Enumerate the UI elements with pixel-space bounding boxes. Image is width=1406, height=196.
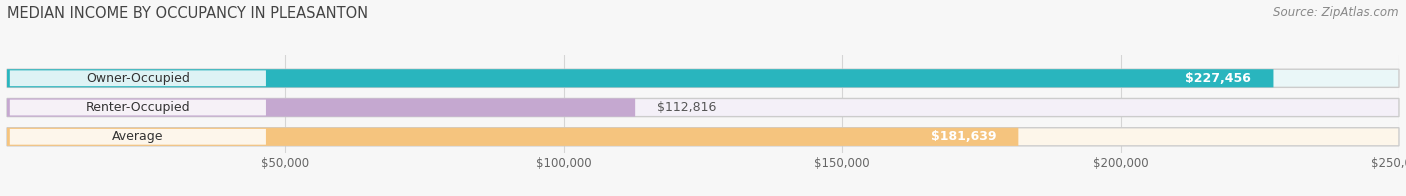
Text: $227,456: $227,456 bbox=[1185, 72, 1251, 85]
FancyBboxPatch shape bbox=[10, 129, 266, 145]
Text: Renter-Occupied: Renter-Occupied bbox=[86, 101, 190, 114]
FancyBboxPatch shape bbox=[10, 100, 266, 115]
FancyBboxPatch shape bbox=[7, 128, 1399, 146]
Text: Source: ZipAtlas.com: Source: ZipAtlas.com bbox=[1274, 6, 1399, 19]
FancyBboxPatch shape bbox=[7, 69, 1274, 87]
FancyBboxPatch shape bbox=[7, 128, 1018, 146]
FancyBboxPatch shape bbox=[7, 98, 1399, 117]
Text: $181,639: $181,639 bbox=[931, 130, 995, 143]
Text: MEDIAN INCOME BY OCCUPANCY IN PLEASANTON: MEDIAN INCOME BY OCCUPANCY IN PLEASANTON bbox=[7, 6, 368, 21]
FancyBboxPatch shape bbox=[7, 69, 1399, 87]
Text: Owner-Occupied: Owner-Occupied bbox=[86, 72, 190, 85]
FancyBboxPatch shape bbox=[7, 98, 636, 117]
Text: $112,816: $112,816 bbox=[658, 101, 717, 114]
Text: Average: Average bbox=[112, 130, 163, 143]
FancyBboxPatch shape bbox=[10, 70, 266, 86]
